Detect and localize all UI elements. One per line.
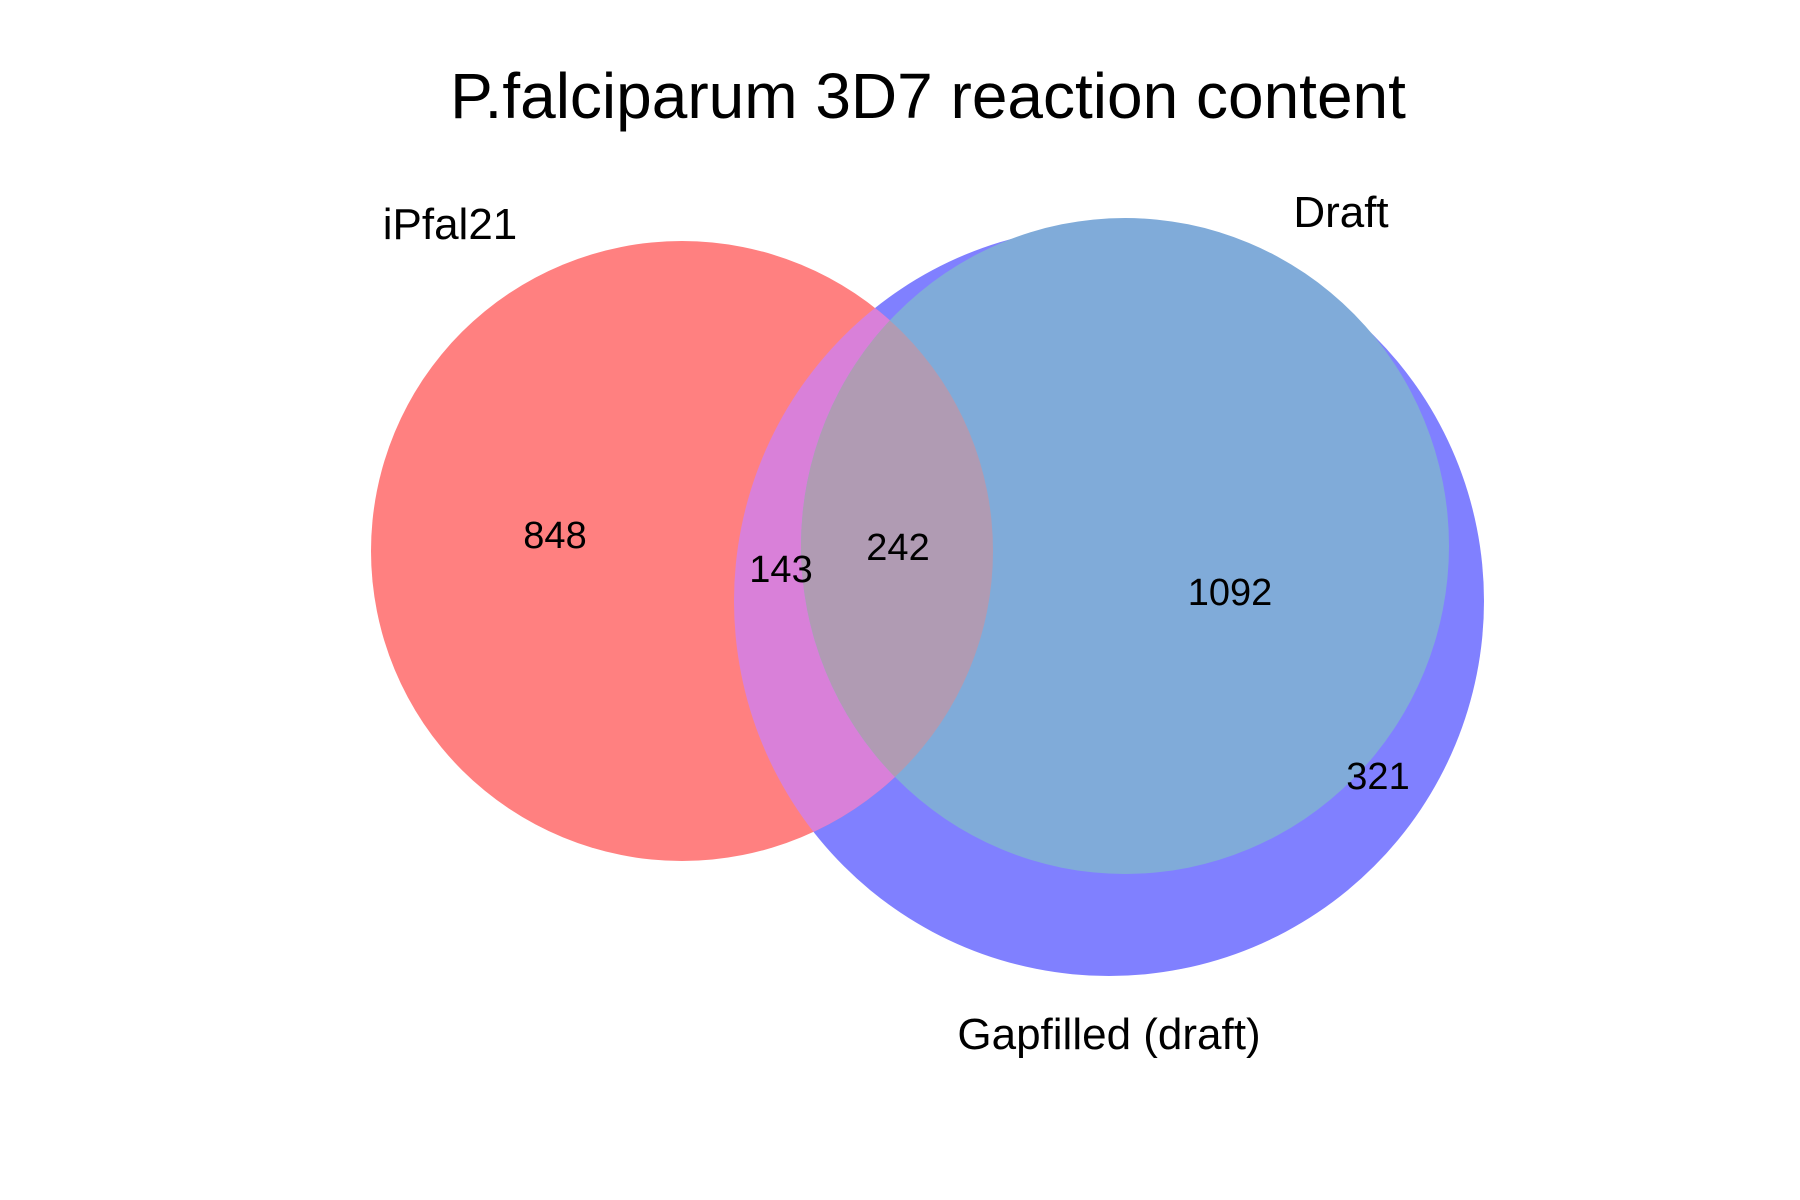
set-label-ipfal21: iPfal21 (383, 200, 518, 249)
diagram-title: P.falciparum 3D7 reaction content (450, 60, 1406, 132)
region-count-gapfilled-only: 321 (1346, 756, 1409, 798)
region-count-all-sets: 242 (866, 527, 929, 569)
region-count-ipfal21-only: 848 (523, 515, 586, 557)
set-circle-draft (801, 218, 1449, 874)
set-label-gapfilled: Gapfilled (draft) (957, 1010, 1260, 1059)
set-label-draft: Draft (1293, 188, 1388, 237)
region-count-gapfilled-draft: 1092 (1188, 572, 1273, 614)
region-count-ipfal21-gapfilled: 143 (749, 549, 812, 591)
